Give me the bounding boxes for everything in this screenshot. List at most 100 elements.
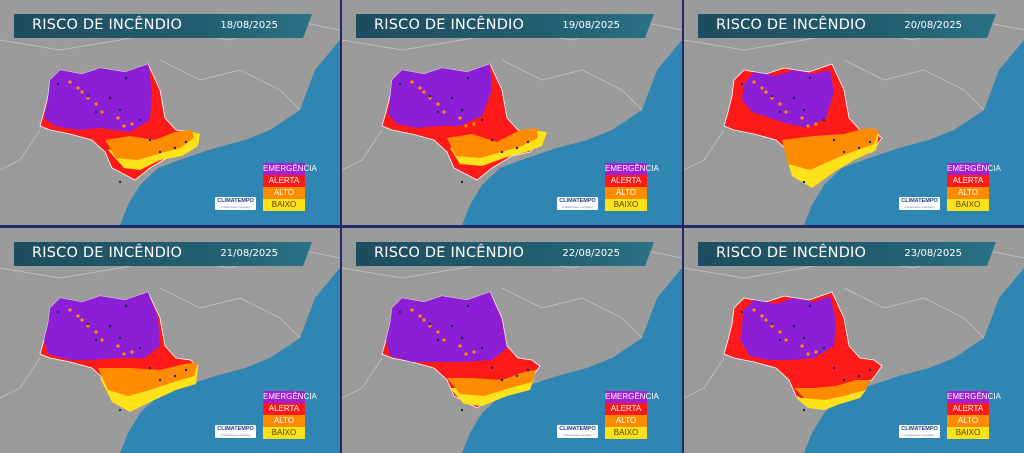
hotspot-dot (76, 86, 80, 90)
city-marker (398, 310, 402, 314)
panel-date: 20/08/2025 (904, 20, 962, 31)
hotspot-dot (428, 324, 432, 328)
hotspot-dot (752, 308, 756, 312)
city-marker (868, 368, 872, 372)
climatempo-logo: CLIMATEMPO A StormGeo Company (557, 425, 598, 438)
hotspot-dot (760, 86, 764, 90)
hotspot-dot (410, 308, 414, 312)
logo-name: CLIMATEMPO (901, 198, 938, 204)
legend-item: BAIXO (605, 427, 647, 439)
city-marker (460, 408, 464, 412)
legend-item: BAIXO (947, 427, 989, 439)
legend-item: ALERTA (947, 403, 989, 415)
city-marker (428, 322, 432, 326)
city-marker (56, 82, 60, 86)
climatempo-logo: CLIMATEMPO A StormGeo Company (215, 197, 256, 210)
city-marker (842, 378, 846, 382)
hotspot-dot (814, 350, 818, 354)
city-marker (466, 76, 470, 80)
panel-date: 21/08/2025 (220, 248, 278, 259)
climatempo-logo: CLIMATEMPO A StormGeo Company (557, 197, 598, 210)
panel-title: RISCO DE INCÊNDIO (716, 245, 867, 261)
hotspot-dot (76, 314, 80, 318)
city-marker (184, 368, 188, 372)
land (684, 228, 1024, 453)
border-line (684, 129, 725, 171)
hotspot-dot (80, 90, 84, 94)
fire-risk-panel: RISCO DE INCÊNDIO 19/08/2025 EMERGÊNCIA ALE… (342, 0, 682, 225)
zone-alto (105, 130, 194, 160)
climatempo-logo: CLIMATEMPO A StormGeo Company (899, 197, 940, 210)
city-marker (108, 96, 112, 100)
zone-emergencia (388, 64, 492, 128)
hotspot-dot (418, 314, 422, 318)
risk-legend: EMERGÊNCIA ALERTA ALTO BAIXO (605, 391, 659, 439)
city-marker (94, 338, 98, 342)
legend-item: BAIXO (263, 427, 305, 439)
hotspot-dot (752, 80, 756, 84)
city-marker (740, 310, 744, 314)
title-banner: RISCO DE INCÊNDIO 21/08/2025 (14, 242, 312, 266)
zone-emergencia (742, 70, 834, 128)
city-marker (158, 378, 162, 382)
city-marker (868, 140, 872, 144)
border-line (342, 357, 383, 399)
border-line (501, 287, 643, 339)
border-line (684, 357, 725, 399)
hotspot-dot (472, 122, 476, 126)
title-banner: RISCO DE INCÊNDIO 18/08/2025 (14, 14, 312, 38)
climatempo-logo: CLIMATEMPO A StormGeo Company (899, 425, 940, 438)
city-marker (500, 378, 504, 382)
zone-emergencia (44, 292, 160, 360)
city-marker (158, 150, 162, 154)
city-marker (802, 336, 806, 340)
hotspot-dot (418, 86, 422, 90)
hotspot-dot (464, 352, 468, 356)
legend-item: EMERGÊNCIA (263, 163, 317, 175)
panel-date: 19/08/2025 (562, 20, 620, 31)
city-marker (460, 180, 464, 184)
legend-item: ALTO (605, 415, 647, 427)
hotspot-dot (770, 324, 774, 328)
logo-tagline: A StormGeo Company (904, 205, 935, 209)
zone-emergencia (386, 292, 507, 362)
panel-date: 18/08/2025 (220, 20, 278, 31)
border-line (0, 357, 41, 399)
hotspot-dot (94, 330, 98, 334)
city-marker (436, 110, 440, 114)
hotspot-dot (122, 124, 126, 128)
city-marker (118, 108, 122, 112)
hotspot-dot (130, 350, 134, 354)
hotspot-dot (806, 352, 810, 356)
climatempo-logo: CLIMATEMPO A StormGeo Company (215, 425, 256, 438)
zone-alto (98, 362, 198, 396)
risk-legend: EMERGÊNCIA ALERTA ALTO BAIXO (263, 163, 317, 211)
hotspot-dot (436, 330, 440, 334)
city-marker (857, 374, 861, 378)
logo-name: CLIMATEMPO (901, 426, 938, 432)
fire-risk-panel: RISCO DE INCÊNDIO 20/08/2025 EMERGÊNCIA ALE… (684, 0, 1024, 225)
zone-alto (447, 128, 538, 158)
legend-item: ALTO (947, 187, 989, 199)
zone-alto (447, 370, 536, 396)
legend-item: ALERTA (947, 175, 989, 187)
panel-title: RISCO DE INCÊNDIO (374, 17, 525, 33)
legend-item: ALTO (263, 415, 305, 427)
city-marker (802, 180, 806, 184)
hotspot-dot (436, 102, 440, 106)
hotspot-dot (130, 122, 134, 126)
panel-title: RISCO DE INCÊNDIO (716, 17, 867, 33)
legend-item: ALERTA (263, 403, 305, 415)
panel-date: 23/08/2025 (904, 248, 962, 259)
fire-risk-panel: RISCO DE INCÊNDIO 22/08/2025 EMERGÊNCIA ALE… (342, 228, 682, 453)
city-marker (802, 408, 806, 412)
hotspot-dot (800, 344, 804, 348)
panel-title: RISCO DE INCÊNDIO (32, 245, 183, 261)
title-banner: RISCO DE INCÊNDIO 23/08/2025 (698, 242, 996, 266)
legend-item: EMERGÊNCIA (605, 163, 659, 175)
title-banner: RISCO DE INCÊNDIO 19/08/2025 (356, 14, 654, 38)
hotspot-dot (68, 80, 72, 84)
fire-risk-panel: RISCO DE INCÊNDIO 21/08/2025 EMERGÊNCIA ALE… (0, 228, 340, 453)
hotspot-dot (806, 124, 810, 128)
city-marker (802, 108, 806, 112)
